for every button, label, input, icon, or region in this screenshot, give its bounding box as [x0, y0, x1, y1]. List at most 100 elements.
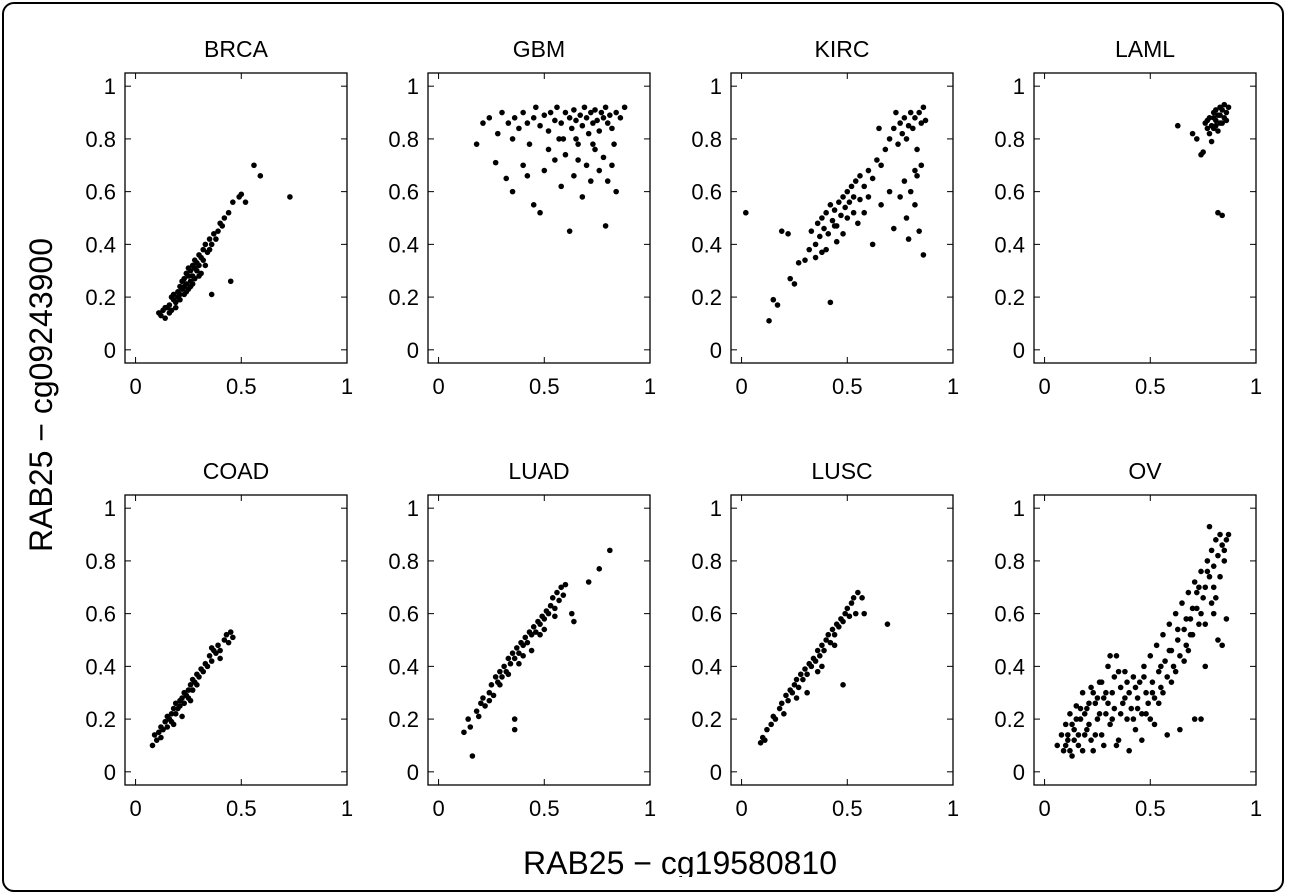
data-point: [196, 262, 202, 269]
data-point: [1073, 703, 1080, 709]
data-point: [225, 639, 232, 646]
data-point: [785, 697, 791, 704]
data-point: [893, 109, 899, 116]
data-point: [168, 711, 175, 717]
panel-title: COAD: [203, 458, 269, 484]
data-point: [1134, 705, 1141, 712]
data-point: [1079, 747, 1086, 754]
data-point: [558, 183, 564, 190]
data-point: [1162, 658, 1168, 664]
data-point: [1198, 568, 1204, 575]
data-point: [781, 711, 787, 717]
data-point: [850, 194, 857, 200]
data-point: [840, 618, 846, 625]
data-point: [901, 115, 908, 121]
y-tick-label: 0.2: [85, 285, 116, 310]
panels-group: BRCA 0 0.5 1 0 0.2 0.4 0.6 0.8 1 GBM 0 0.5 1 0 0.2 0.4 0.…: [85, 36, 1262, 821]
y-tick-label: 1: [710, 74, 722, 99]
x-tick-label: 1: [1250, 374, 1262, 399]
data-point: [516, 125, 522, 132]
y-tick-label: 0.2: [691, 707, 722, 732]
data-point: [1198, 610, 1204, 617]
y-tick-label: 0.4: [691, 654, 722, 679]
data-point: [242, 199, 249, 205]
y-tick-label: 0: [1013, 338, 1025, 363]
data-point: [844, 215, 851, 221]
data-point: [912, 167, 918, 174]
data-point: [1185, 589, 1192, 596]
data-point: [181, 700, 187, 707]
x-tick-label: 0.5: [529, 796, 560, 821]
data-point: [1210, 584, 1217, 591]
y-tick-label: 1: [1013, 496, 1025, 521]
x-tick-label: 0: [129, 374, 141, 399]
data-point: [831, 642, 838, 649]
data-point: [857, 196, 863, 203]
y-tick-label: 0.8: [994, 127, 1025, 152]
data-point: [1202, 584, 1209, 591]
data-point: [208, 658, 215, 664]
data-point: [189, 687, 196, 693]
data-point: [1065, 737, 1071, 743]
data-point: [602, 223, 609, 229]
data-point: [766, 318, 772, 324]
y-tick-label: 0.4: [994, 232, 1025, 257]
data-point: [812, 254, 819, 261]
y-tick-label: 0.8: [85, 549, 116, 574]
data-point: [1217, 104, 1223, 111]
data-point: [1202, 663, 1209, 670]
data-point: [922, 117, 929, 124]
data-point: [151, 732, 158, 738]
data-point: [208, 645, 215, 651]
data-point: [1122, 695, 1128, 701]
data-point: [177, 703, 183, 709]
data-point: [1084, 705, 1090, 712]
data-point: [194, 682, 200, 688]
data-point: [1202, 621, 1209, 627]
data-point: [1111, 674, 1118, 680]
data-point: [1155, 700, 1162, 707]
data-point: [869, 241, 876, 248]
data-point: [166, 310, 173, 316]
data-point: [840, 682, 846, 688]
data-point: [1221, 101, 1228, 108]
data-point: [1189, 130, 1196, 137]
data-point: [200, 668, 207, 675]
plot-frame: [124, 494, 348, 786]
data-point: [916, 109, 922, 116]
data-point: [230, 634, 236, 641]
data-point: [492, 159, 499, 166]
data-point: [1147, 653, 1154, 659]
data-point: [158, 734, 164, 741]
data-point: [1103, 689, 1109, 696]
data-point: [800, 676, 806, 683]
data-point: [617, 115, 624, 121]
data-point: [524, 639, 531, 646]
data-point: [1164, 732, 1170, 738]
data-point: [1179, 600, 1185, 606]
data-point: [850, 595, 857, 601]
data-point: [1111, 705, 1118, 712]
data-point: [1170, 663, 1177, 670]
data-point: [1215, 637, 1221, 643]
data-point: [221, 637, 228, 643]
panel-laml: LAML 0 0.5 1 0 0.2 0.4 0.6 0.8 1: [994, 36, 1262, 399]
data-point: [1103, 711, 1109, 717]
data-point: [912, 115, 918, 121]
data-point: [772, 716, 779, 722]
x-tick-label: 0: [432, 374, 444, 399]
data-point: [907, 109, 914, 116]
data-point: [1181, 658, 1187, 664]
data-point: [819, 249, 825, 256]
data-point: [1094, 695, 1101, 701]
data-point: [827, 299, 834, 306]
data-point: [1139, 711, 1145, 717]
data-point: [865, 194, 872, 200]
data-point: [1067, 747, 1073, 754]
data-point: [1077, 716, 1084, 722]
data-point: [859, 595, 865, 601]
data-point: [213, 236, 219, 242]
data-point: [183, 289, 190, 295]
data-point: [1132, 684, 1139, 691]
data-point: [583, 162, 590, 169]
